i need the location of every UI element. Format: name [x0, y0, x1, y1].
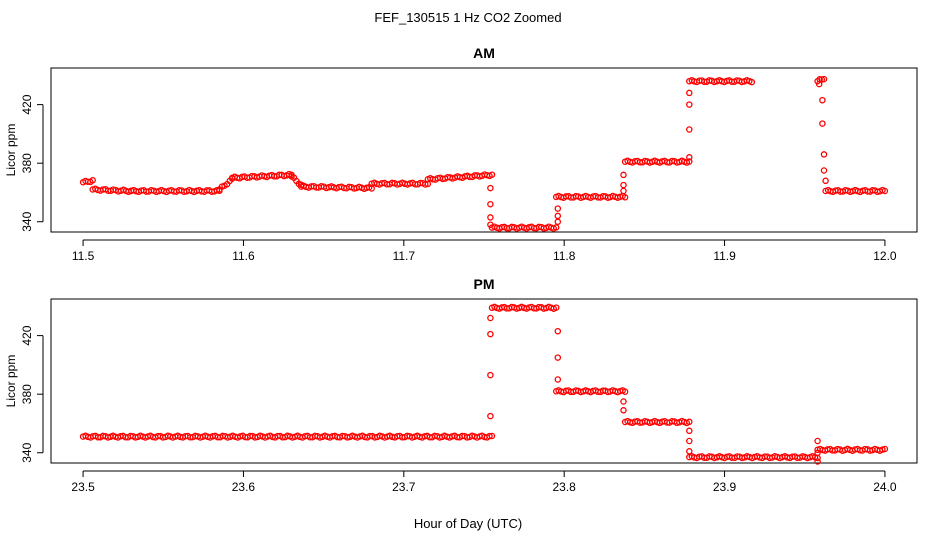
am-data-point — [881, 187, 889, 195]
figure-title: FEF_130515 1 Hz CO2 Zoomed — [374, 10, 561, 25]
pm-panel-title: PM — [474, 276, 495, 292]
am-data-point — [487, 221, 494, 228]
pm-data-point — [814, 458, 821, 465]
am-data-point — [487, 214, 494, 221]
pm-plot-frame — [50, 298, 918, 464]
am-data-point — [554, 205, 562, 212]
am-data-point — [488, 171, 496, 178]
am-data-point — [554, 212, 562, 220]
am-panel: AM 11.5 11.6 11.7 11.8 11.9 12.0 340 380 420Licor… — [4, 45, 918, 263]
pm-y-axis-label: Licor ppm — [4, 355, 18, 408]
am-x-tick-label: 11.9 — [713, 249, 736, 263]
pm-data-point — [487, 330, 494, 338]
am-x-tick-label: 11.5 — [72, 249, 95, 263]
am-x-tick-label: 11.8 — [553, 249, 576, 263]
am-data-point — [620, 181, 627, 189]
pm-data-point — [686, 427, 693, 435]
am-data-point — [686, 126, 693, 133]
am-y-axis-label: Licor ppm — [4, 124, 18, 177]
pm-data-point — [487, 371, 494, 379]
pm-x-tick-label: 23.8 — [553, 480, 577, 494]
am-data-point — [815, 80, 823, 88]
pm-y-tick-label: 380 — [20, 384, 34, 404]
am-data-point — [487, 184, 494, 192]
am-data-point — [554, 218, 562, 226]
am-data-point — [819, 96, 826, 104]
pm-y-tick-label: 340 — [20, 442, 34, 462]
am-panel-title: AM — [473, 45, 495, 61]
figure-x-axis-label: Hour of Day (UTC) — [414, 516, 522, 531]
am-y-tick-label: 420 — [20, 94, 34, 114]
am-plot-frame — [50, 67, 918, 233]
pm-x-tick-label: 23.9 — [713, 480, 737, 494]
am-data-series — [79, 75, 889, 232]
pm-data-point — [621, 388, 629, 395]
am-y-tick-label: 340 — [20, 211, 34, 231]
am-data-point — [748, 78, 756, 86]
am-data-point — [820, 151, 828, 158]
am-data-point — [686, 101, 693, 108]
pm-x-tick-label: 24.0 — [873, 480, 897, 494]
pm-data-point — [620, 407, 627, 414]
pm-data-point — [488, 432, 496, 440]
am-x-tick-label: 12.0 — [873, 249, 897, 263]
am-data-point — [820, 75, 828, 83]
am-x-tick-label: 11.6 — [232, 249, 255, 263]
pm-data-point — [686, 437, 693, 445]
am-data-point — [686, 89, 693, 97]
am-data-point — [819, 120, 826, 127]
pm-data-point — [487, 314, 494, 322]
am-data-point — [620, 187, 627, 195]
pm-data-point — [554, 376, 562, 383]
pm-data-point — [814, 437, 821, 445]
am-data-point — [686, 154, 693, 161]
pm-data-point — [881, 445, 889, 453]
am-data-point — [422, 181, 429, 188]
pm-data-point — [814, 449, 821, 457]
am-data-point — [89, 177, 96, 184]
am-x-tick-label: 11.7 — [393, 249, 416, 263]
pm-data-point — [554, 327, 562, 335]
pm-data-series — [79, 303, 889, 465]
pm-data-point — [487, 412, 494, 420]
am-y-tick-label: 380 — [20, 153, 34, 173]
am-data-point — [620, 171, 627, 179]
pm-x-tick-label: 23.7 — [392, 480, 416, 494]
pm-data-point — [486, 432, 493, 440]
am-data-point — [686, 158, 693, 165]
pm-data-point — [620, 398, 627, 405]
pm-y-tick-label: 420 — [20, 325, 34, 345]
pm-x-tick-label: 23.6 — [232, 480, 256, 494]
pm-data-point — [552, 304, 560, 311]
pm-panel: PM 23.5 23.6 23.7 23.8 23.9 24.0 340 380 420Licor… — [4, 276, 918, 494]
am-data-point — [552, 224, 560, 231]
am-data-point — [621, 194, 629, 201]
am-data-point — [487, 200, 494, 208]
pm-data-point — [686, 448, 693, 455]
am-data-point — [820, 167, 828, 174]
am-data-point — [822, 177, 829, 185]
pm-data-point — [554, 354, 562, 361]
pm-x-tick-label: 23.5 — [71, 480, 95, 494]
pm-data-point — [686, 418, 693, 426]
